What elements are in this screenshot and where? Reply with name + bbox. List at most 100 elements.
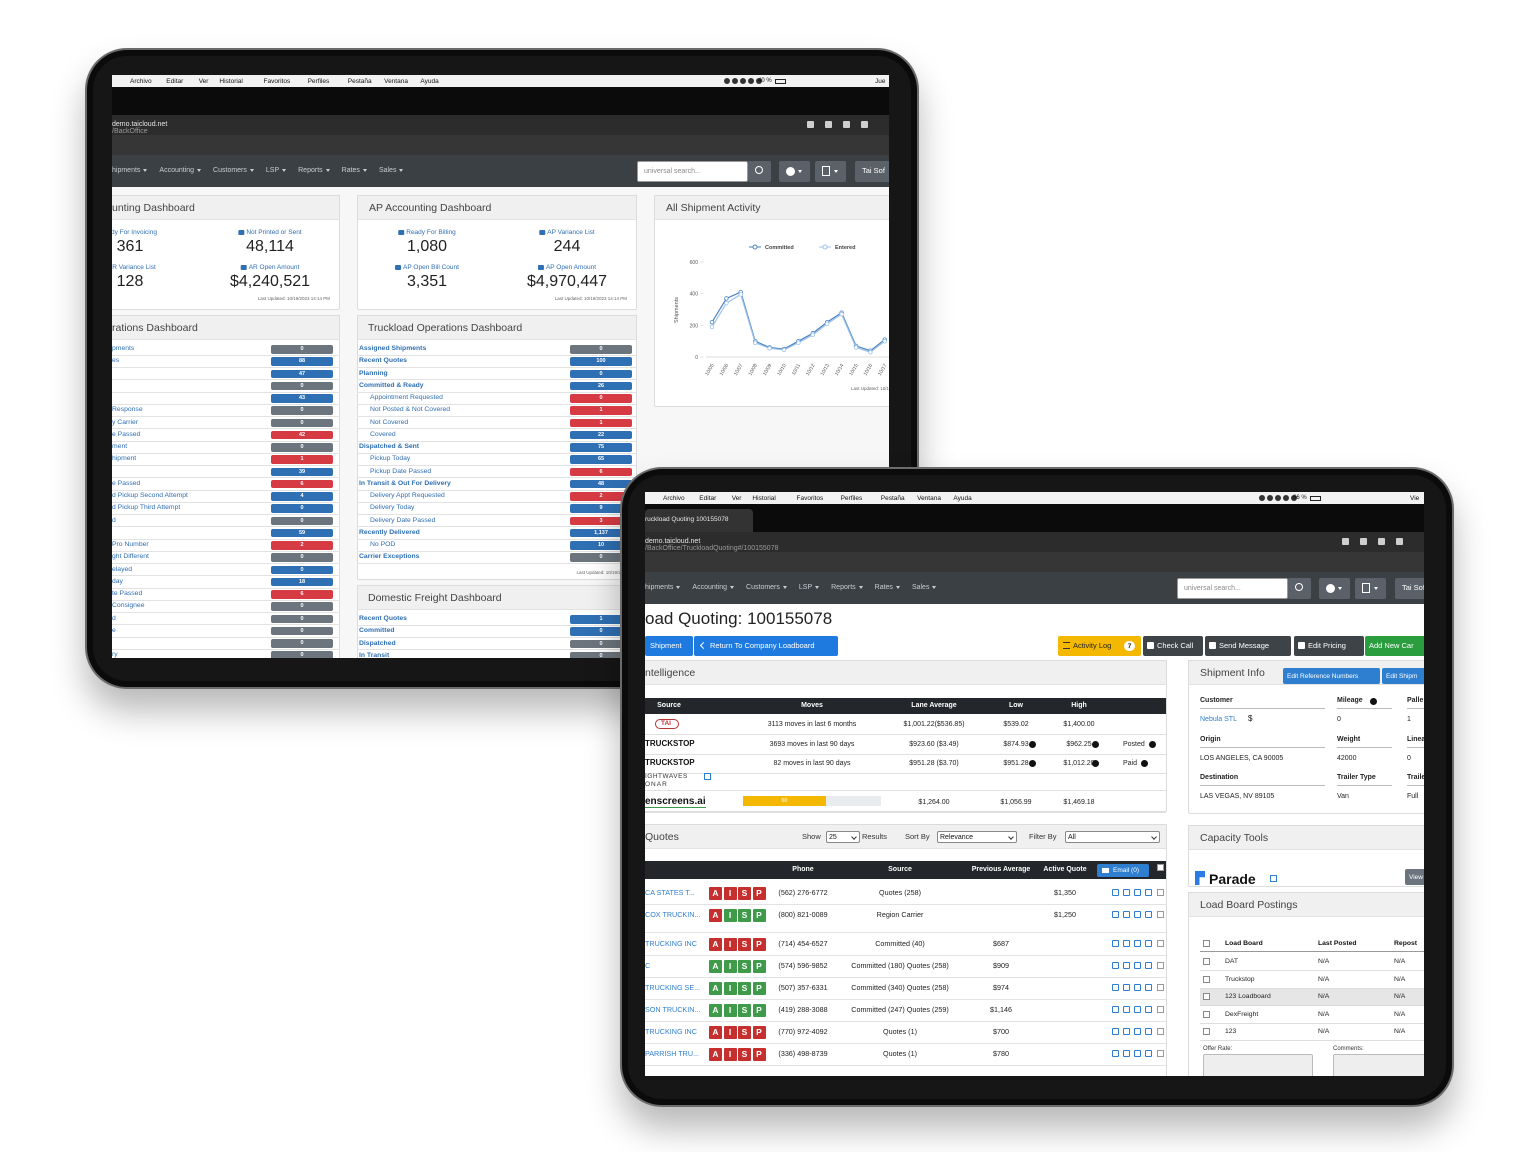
- nav-item[interactable]: LSP: [799, 584, 820, 591]
- row-action-icon[interactable]: [1123, 1050, 1130, 1057]
- search-input[interactable]: universal search...: [637, 161, 748, 182]
- count: 0: [599, 640, 603, 647]
- field-label: Customer: [1200, 697, 1233, 704]
- row-action-icon[interactable]: [1123, 889, 1130, 896]
- info-button[interactable]: Edit Shipm: [1382, 668, 1424, 684]
- count: 6: [300, 591, 304, 597]
- row-action-icon[interactable]: [1112, 1028, 1119, 1035]
- action-button[interactable]: Edit Pricing: [1294, 636, 1364, 656]
- row-action-icon[interactable]: [1134, 1050, 1141, 1057]
- nav-item[interactable]: LSP: [266, 167, 287, 174]
- carrier-source: Region Carrier: [876, 910, 924, 919]
- row-action-icon[interactable]: [1145, 1050, 1152, 1057]
- row-action-icon[interactable]: [1134, 911, 1141, 918]
- nav-item[interactable]: Rates: [875, 584, 900, 591]
- count: 6: [599, 468, 603, 475]
- count-badge: 43: [271, 394, 333, 403]
- row-action-icon[interactable]: [1134, 1006, 1141, 1013]
- nav-item[interactable]: Rates: [342, 167, 367, 174]
- row-action-icon[interactable]: [1134, 1028, 1141, 1035]
- nav-item[interactable]: Sales: [912, 584, 937, 591]
- row-action-icon[interactable]: [1134, 962, 1141, 969]
- row-action-icon[interactable]: [1123, 984, 1130, 991]
- view-button[interactable]: View: [1405, 869, 1424, 885]
- count-badge: 6: [570, 467, 632, 476]
- search-button[interactable]: [748, 161, 771, 182]
- help-button[interactable]: [1319, 578, 1350, 599]
- info-icon: [1149, 741, 1156, 748]
- row-checkbox[interactable]: [1203, 958, 1210, 965]
- row-action-icon[interactable]: [1145, 1006, 1152, 1013]
- nav-item[interactable]: hipments: [645, 584, 681, 591]
- activity-log-button[interactable]: Activity Log 7: [1058, 636, 1141, 656]
- info-button[interactable]: Edit Reference Numbers: [1283, 668, 1380, 684]
- row-action-icon[interactable]: [1123, 1006, 1130, 1013]
- row-action-icon[interactable]: [1134, 889, 1141, 896]
- row-action-icon[interactable]: [1123, 962, 1130, 969]
- nav-item[interactable]: Reports: [298, 167, 330, 174]
- row-action-icon[interactable]: [1123, 940, 1130, 947]
- row-action-icon[interactable]: [1112, 911, 1119, 918]
- row-checkbox[interactable]: [1203, 1010, 1210, 1018]
- row-action-icon[interactable]: [1145, 962, 1152, 969]
- office-button[interactable]: [1355, 578, 1386, 599]
- action-button[interactable]: Check Call: [1143, 636, 1203, 656]
- nav-item[interactable]: Customers: [213, 167, 254, 174]
- nav-button[interactable]: Return To Company Loadboard: [694, 636, 838, 656]
- row-action-icon[interactable]: [1112, 940, 1119, 947]
- menu-item: Archivo: [130, 77, 152, 85]
- menu-item: Pestaña: [880, 494, 905, 502]
- row-action-icon[interactable]: [1145, 940, 1152, 947]
- row-action-icon[interactable]: [1112, 962, 1119, 969]
- status-icon: [756, 78, 762, 84]
- source-name: TRUCKSTOP: [645, 758, 695, 767]
- row-action-icon[interactable]: [1145, 984, 1152, 991]
- carrier-name: TRUCKING INC: [645, 1027, 697, 1036]
- aisp-badge: I: [723, 960, 737, 973]
- load-board-card-header: [1188, 892, 1424, 917]
- row-action-icon[interactable]: [1123, 911, 1130, 918]
- select[interactable]: Relevance: [937, 831, 1017, 843]
- user-button[interactable]: Tai Sof: [855, 161, 889, 182]
- bookmarks-bar: [645, 552, 1424, 572]
- nav-item[interactable]: Accounting: [692, 584, 735, 591]
- aisp-badge: A: [709, 1004, 722, 1017]
- email-button[interactable]: Email (0): [1097, 864, 1149, 877]
- row-action-icon[interactable]: [1145, 911, 1152, 918]
- row-action-icon[interactable]: [1112, 1050, 1119, 1057]
- column-header: Load Board: [1225, 940, 1263, 947]
- row-action-icon[interactable]: [1134, 940, 1141, 947]
- nav-item[interactable]: Accounting: [159, 167, 202, 174]
- x-tick-label: 10/06: [719, 363, 731, 377]
- row-action-icon[interactable]: [1134, 984, 1141, 991]
- search-button[interactable]: [1288, 578, 1311, 599]
- row-action-icon[interactable]: [1145, 1028, 1152, 1035]
- row-checkbox[interactable]: [1203, 1028, 1210, 1035]
- action-button[interactable]: Add New Car: [1365, 636, 1424, 656]
- nav-item[interactable]: Customers: [746, 584, 787, 591]
- action-button[interactable]: Send Message: [1205, 636, 1291, 656]
- aisp-badge: I: [723, 1048, 737, 1061]
- user-button[interactable]: Tai Sof: [1395, 578, 1424, 599]
- nav-item[interactable]: Reports: [831, 584, 863, 591]
- row-action-icon[interactable]: [1145, 889, 1152, 896]
- status-icon: [1275, 495, 1281, 501]
- moves: 82 moves in last 90 days: [773, 760, 851, 767]
- help-button[interactable]: [779, 161, 810, 182]
- row-action-icon[interactable]: [1123, 1028, 1130, 1035]
- post-status: Posted: [1123, 741, 1145, 748]
- nav-button[interactable]: Shipment: [645, 636, 693, 656]
- row-action-icon[interactable]: [1112, 889, 1119, 896]
- select[interactable]: All: [1065, 831, 1160, 843]
- high: $962.25: [1066, 741, 1092, 748]
- select[interactable]: 25: [826, 831, 860, 843]
- row-checkbox[interactable]: [1203, 993, 1210, 1000]
- count: 0: [300, 444, 304, 450]
- nav-item[interactable]: Sales: [379, 167, 404, 174]
- row-action-icon[interactable]: [1112, 984, 1119, 991]
- row-checkbox[interactable]: [1203, 975, 1210, 983]
- search-input[interactable]: universal search...: [1177, 578, 1288, 599]
- nav-item[interactable]: hipments: [112, 167, 148, 174]
- row-action-icon[interactable]: [1112, 1006, 1119, 1013]
- office-button[interactable]: [815, 161, 846, 182]
